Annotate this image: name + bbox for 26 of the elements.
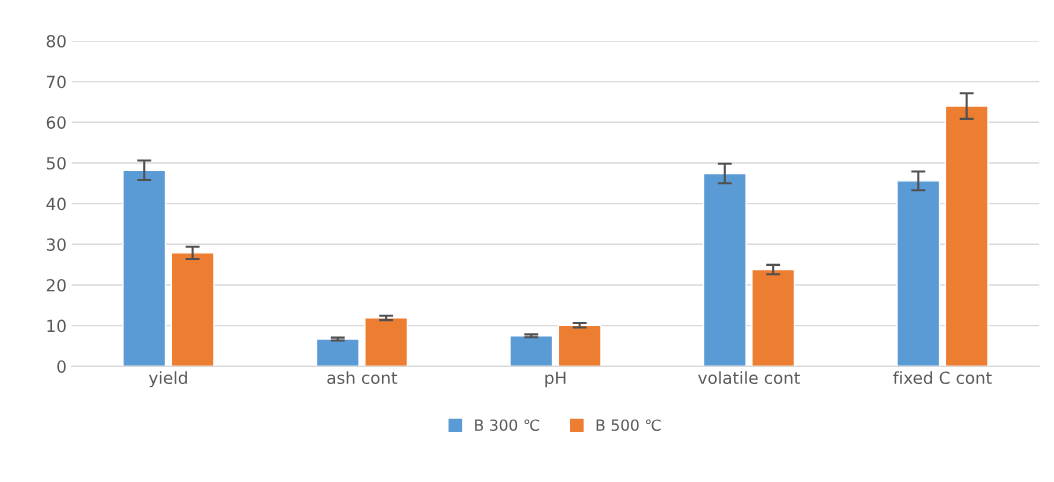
y-tick-label: 0 [57,360,66,373]
y-tick-label: 80 [46,34,66,48]
bar [751,268,796,367]
bar [170,252,215,367]
x-tick-label: ash cont [327,371,398,385]
bar [557,324,602,367]
x-tick-label: pH [545,371,566,388]
bar [702,172,747,367]
bar [315,338,360,367]
bar [944,105,989,367]
bar [364,317,409,367]
y-tick-label: 50 [46,156,66,170]
y-tick-label: 60 [46,116,66,129]
y-tick-label: 10 [47,319,66,333]
y-tick-label: 70 [46,75,66,89]
bar [509,335,554,367]
legend-label: B 300 ℃ [475,419,540,431]
y-tick-label: 20 [46,278,66,292]
x-tick-label: fixed C cont [893,371,992,385]
y-tick-label: 40 [46,197,66,211]
bar [896,180,941,367]
bar [122,169,167,367]
legend-label: B 500 ℃ [596,419,661,431]
x-tick-label: yield [148,371,187,388]
x-tick-label: volatile cont [698,371,800,385]
y-tick-label: 30 [46,238,66,251]
